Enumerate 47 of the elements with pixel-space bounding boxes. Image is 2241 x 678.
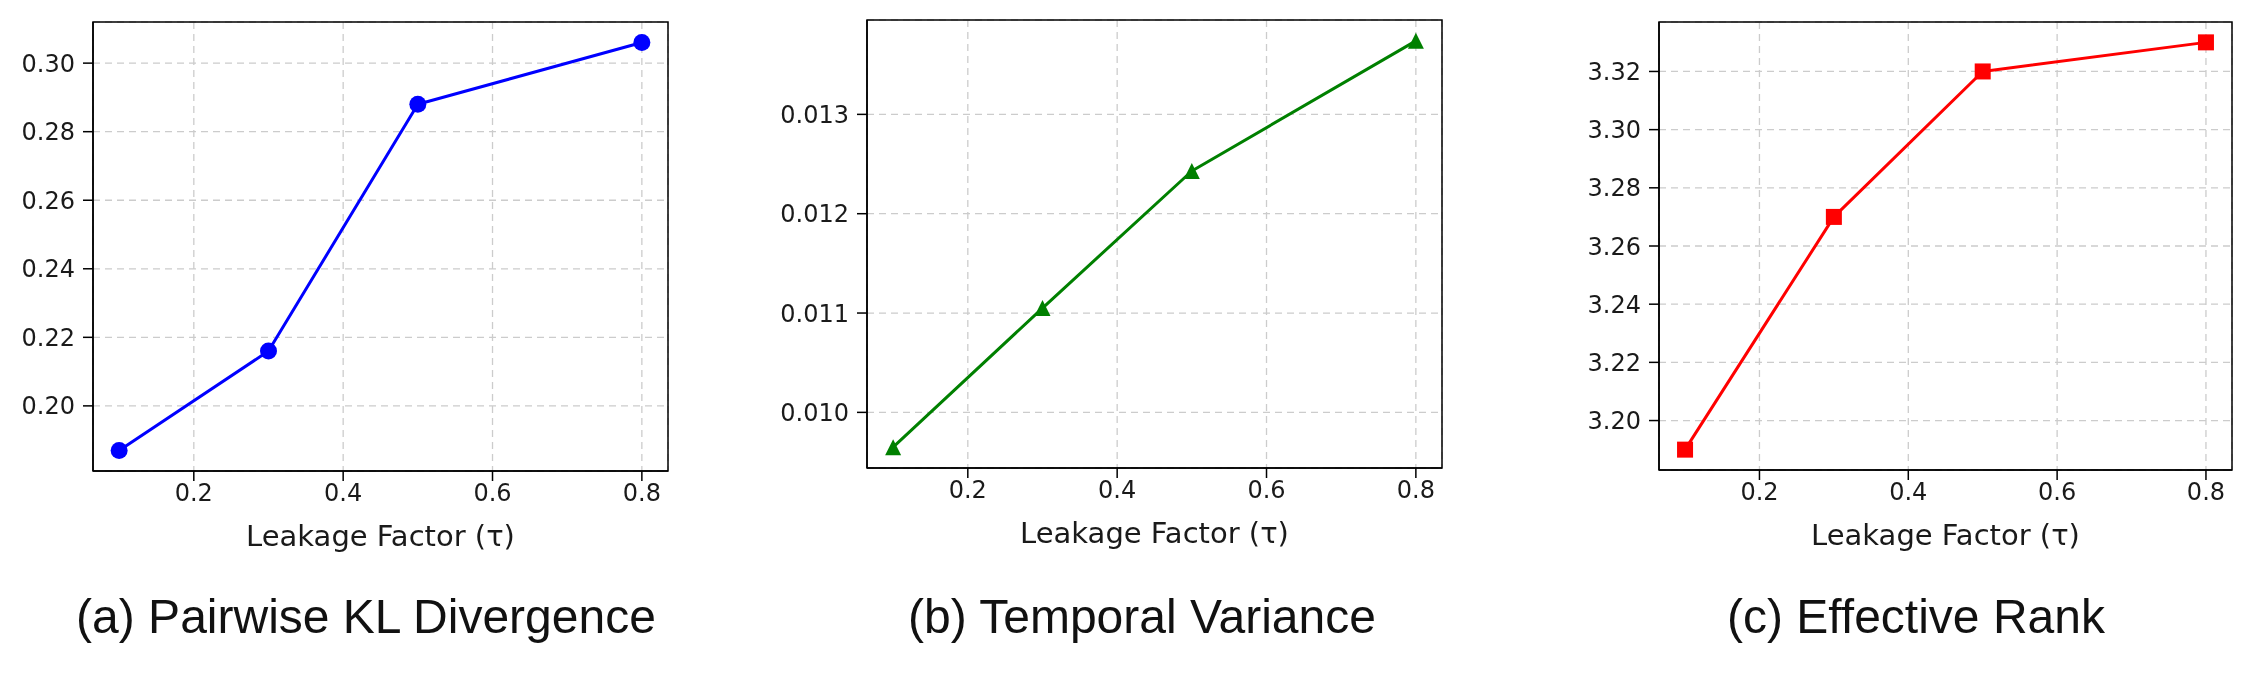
y-tick-label: 0.013 [780,100,849,129]
text: (b) Temporal Variance [907,590,1377,643]
x-tick-label: 0.4 [324,479,363,508]
x-tick-label: 0.8 [1396,476,1435,505]
point [885,439,902,456]
y-tick-label: 3.32 [1587,57,1641,86]
y-tick-label: 0.24 [21,255,75,284]
point [1677,441,1694,458]
x-tick-label: 0.8 [2186,478,2226,507]
point [409,95,427,113]
y-tick-label: 0.28 [21,118,75,147]
y-tick-label: 0.20 [21,392,75,421]
y-tick-label: 3.22 [1587,348,1641,377]
point [2197,34,2214,51]
point [633,34,651,52]
text: (c) Effective Rank [1726,590,2106,643]
x-tick-label: 0.2 [948,476,987,505]
x-tick-label: 0.6 [2038,478,2077,507]
y-tick-label: 3.26 [1587,232,1641,261]
text: (a) Pairwise KL Divergence [75,590,657,643]
x-axis-title: Leakage Factor (τ) [1811,518,2080,552]
y-tick-label: 3.24 [1587,290,1641,319]
y-tick-label: 0.26 [21,186,75,215]
point [1183,162,1200,179]
y-tick-label: 0.011 [780,299,849,328]
y-tick-label: 3.28 [1587,174,1641,203]
x-axis-title: Leakage Factor (τ) [246,519,515,553]
point [1825,208,1842,225]
x-tick-label: 0.6 [1247,476,1286,505]
point [1407,32,1424,49]
point [1034,300,1051,317]
y-tick-label: 0.22 [21,323,75,352]
y-tick-label: 0.30 [21,49,75,78]
x-tick-label: 0.2 [174,479,213,508]
y-tick-label: 3.30 [1587,116,1641,145]
x-tick-label: 0.4 [1098,476,1137,505]
x-tick-label: 0.4 [1889,478,1928,507]
x-tick-label: 0.8 [622,479,661,508]
point [1974,63,1991,80]
point [110,441,128,459]
y-tick-label: 0.012 [780,200,849,229]
x-tick-label: 0.6 [473,479,512,508]
x-tick-label: 0.2 [1740,478,1779,507]
y-tick-label: 0.010 [780,398,849,427]
point [259,342,277,360]
y-tick-label: 3.20 [1587,407,1641,436]
x-axis-title: Leakage Factor (τ) [1020,516,1289,550]
